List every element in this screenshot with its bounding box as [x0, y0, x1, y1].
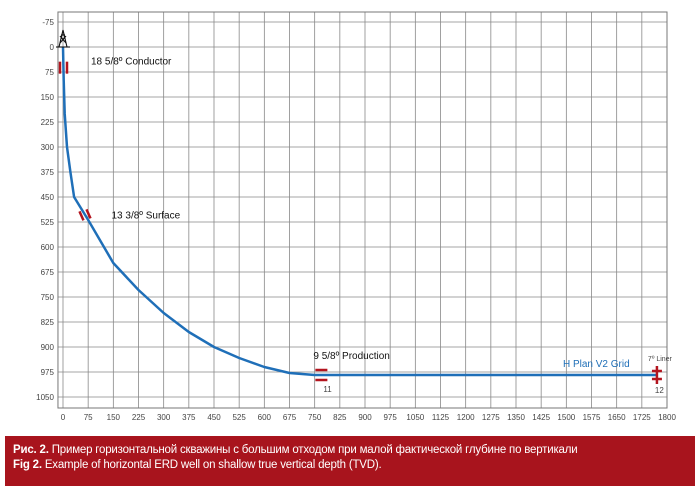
x-tick-label: 0 — [61, 413, 66, 422]
x-tick-label: 375 — [182, 413, 196, 422]
x-tick-label: 1125 — [432, 413, 450, 422]
x-tick-label: 225 — [132, 413, 146, 422]
caption-ru-text: Пример горизонтальной скважины с большим… — [48, 444, 578, 456]
x-tick-label: 1575 — [583, 413, 601, 422]
x-tick-label: 600 — [258, 413, 272, 422]
x-tick-label: 525 — [232, 413, 246, 422]
caption-en-text: Example of horizontal ERD well on shallo… — [41, 459, 382, 471]
annotation-number: 12 — [655, 386, 664, 395]
annotation-label: 9 5/8º Production — [313, 351, 389, 362]
y-tick-label: 450 — [41, 193, 55, 202]
caption-russian: Рис. 2. Пример горизонтальной скважины с… — [13, 443, 687, 458]
y-tick-label: 225 — [41, 118, 55, 127]
y-tick-label: 750 — [41, 293, 55, 302]
x-tick-label: 150 — [107, 413, 121, 422]
x-tick-label: 75 — [84, 413, 93, 422]
y-tick-label: 975 — [41, 368, 55, 377]
rig-strut — [59, 35, 67, 44]
y-tick-label: 825 — [41, 318, 55, 327]
well-trajectory-chart: 0 75 150 225 300 375 450 525 600 675 750 825 900 975 1… — [36, 11, 676, 422]
annotation-label: 13 3/8º Surface — [111, 210, 180, 221]
drilling-rig-icon — [56, 29, 70, 48]
x-tick-label: 975 — [383, 413, 397, 422]
y-tick-label: 675 — [41, 268, 55, 277]
x-tick-label: 750 — [308, 413, 322, 422]
casing-marker-casing-slanted — [78, 208, 92, 221]
x-tick-label: 1050 — [406, 413, 424, 422]
series-line-well-trajectory — [61, 46, 657, 377]
y-tick-label: 150 — [41, 93, 55, 102]
x-tick-label: 1275 — [482, 413, 500, 422]
plot-frame — [57, 11, 668, 409]
y-tick-label: 525 — [41, 218, 55, 227]
annotation-label: 7º Liner — [648, 356, 673, 363]
y-tick-label: 375 — [41, 168, 55, 177]
annotation-number: 11 — [323, 385, 332, 394]
x-tick-label: 450 — [207, 413, 221, 422]
casing-tick — [85, 208, 92, 219]
caption-ru-prefix: Рис. 2. — [13, 444, 49, 456]
y-tick-label: 1050 — [36, 393, 54, 402]
casing-marker-casing-horizontal — [315, 368, 328, 382]
y-tick-label: -75 — [42, 18, 54, 27]
annotation-label: 18 5/8º Conductor — [91, 57, 172, 68]
y-tick-label: 0 — [50, 43, 55, 52]
y-tick-label: 300 — [41, 143, 55, 152]
casing-marker-casing-vertical — [58, 61, 69, 74]
y-tick-label: 900 — [41, 343, 55, 352]
x-tick-label: 900 — [358, 413, 372, 422]
figure-caption: Рис. 2. Пример горизонтальной скважины с… — [5, 436, 695, 486]
x-tick-label: 1200 — [457, 413, 475, 422]
x-tick-label: 1350 — [507, 413, 525, 422]
caption-en-prefix: Fig 2. — [13, 459, 42, 471]
y-tick-label: 600 — [41, 243, 55, 252]
casing-marker-liner-cross — [651, 366, 662, 384]
casing-tick — [78, 210, 85, 221]
series-label: H Plan V2 Grid — [563, 359, 630, 370]
rig-strut — [58, 29, 68, 48]
x-tick-label: 300 — [157, 413, 171, 422]
x-tick-label: 825 — [333, 413, 347, 422]
x-tick-label: 1800 — [658, 413, 676, 422]
x-tick-label: 1650 — [608, 413, 626, 422]
x-tick-label: 1725 — [633, 413, 651, 422]
x-tick-label: 1500 — [557, 413, 575, 422]
x-tick-label: 675 — [283, 413, 297, 422]
x-tick-label: 1425 — [532, 413, 550, 422]
y-tick-label: 75 — [45, 68, 54, 77]
caption-english: Fig 2. Example of horizontal ERD well on… — [13, 458, 687, 473]
